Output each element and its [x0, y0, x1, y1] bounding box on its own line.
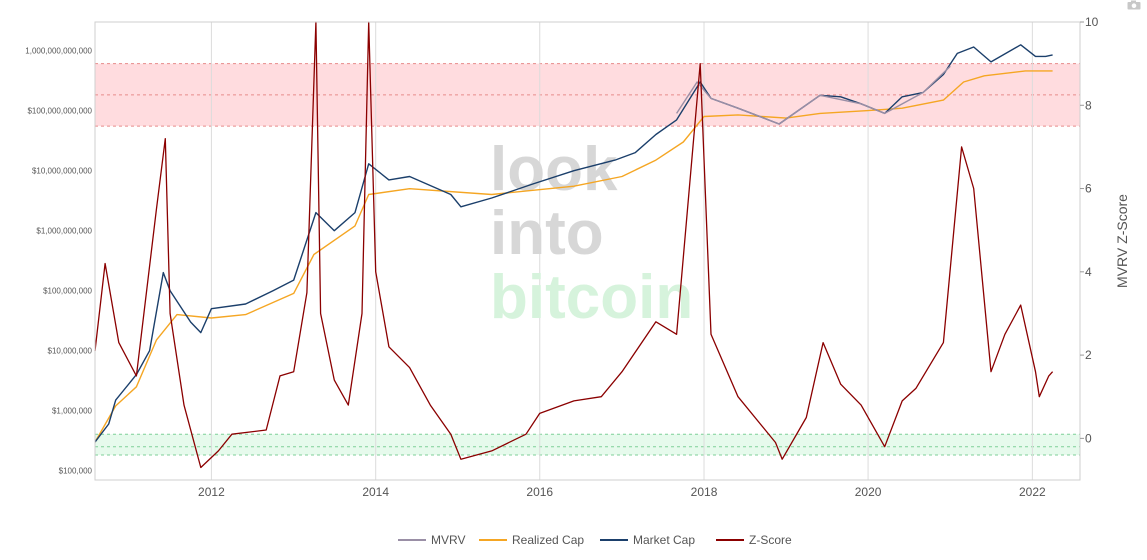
left-tick-label: $10,000,000,000 — [32, 167, 93, 176]
x-tick-label-2012: 2012 — [198, 485, 225, 499]
legend: MVRV Realized Cap Market Cap Z-Score — [398, 533, 792, 547]
band-top — [95, 63, 1080, 127]
series-layer — [94, 21, 1054, 469]
watermark-text-1: into — [490, 199, 604, 268]
x-tick-label-2014: 2014 — [362, 485, 389, 499]
band-bottom — [95, 433, 1080, 456]
legend-item-mvrv: MVRV — [398, 533, 465, 547]
left-tick-label: $1,000,000 — [52, 407, 93, 416]
x-tick-label-2022: 2022 — [1019, 485, 1046, 499]
right-axis-title: MVRV Z-Score — [1114, 194, 1130, 288]
legend-item-market-cap: Market Cap — [600, 533, 695, 547]
legend-label-realized-cap: Realized Cap — [512, 533, 584, 547]
legend-item-z-score: Z-Score — [716, 533, 792, 547]
series-z-score-line — [94, 21, 1054, 469]
band-bottom-fill — [95, 434, 1080, 456]
legend-label-mvrv: MVRV — [431, 533, 465, 547]
left-tick-label: $10,000,000 — [48, 347, 93, 356]
x-tick-label-2018: 2018 — [691, 485, 718, 499]
right-tick-label-2: 2 — [1085, 348, 1092, 362]
right-tick-label-10: 10 — [1085, 15, 1099, 29]
x-tick-label-2016: 2016 — [526, 485, 553, 499]
right-tick-label-6: 6 — [1085, 182, 1092, 196]
right-tick-label-0: 0 — [1085, 431, 1092, 445]
left-tick-label: $100,000,000 — [43, 287, 92, 296]
left-tick-label: 1,000,000,000,000 — [25, 47, 92, 56]
legend-label-z-score: Z-Score — [749, 533, 792, 547]
right-tick-label-8: 8 — [1085, 98, 1092, 112]
axes-layer: 2012 2014 2016 2018 2020 2022 $100,000 $1,000,0… — [25, 15, 1130, 499]
series-mvrv-line — [676, 65, 951, 125]
left-tick-label: $100,000 — [59, 467, 93, 476]
watermark-text-0: look — [490, 135, 618, 204]
watermark-text-2: bitcoin — [490, 263, 693, 332]
left-tick-label: $1,000,000,000 — [36, 227, 92, 236]
left-tick-label: $100,000,000,000 — [27, 107, 92, 116]
x-tick-label-2020: 2020 — [855, 485, 882, 499]
right-tick-label-4: 4 — [1085, 265, 1092, 279]
legend-item-realized-cap: Realized Cap — [479, 533, 584, 547]
series-realized-cap-line — [94, 70, 1053, 443]
plot-border — [94, 21, 1081, 481]
camera-icon[interactable] — [1127, 0, 1141, 10]
legend-label-market-cap: Market Cap — [633, 533, 695, 547]
bands-layer — [95, 63, 1080, 456]
